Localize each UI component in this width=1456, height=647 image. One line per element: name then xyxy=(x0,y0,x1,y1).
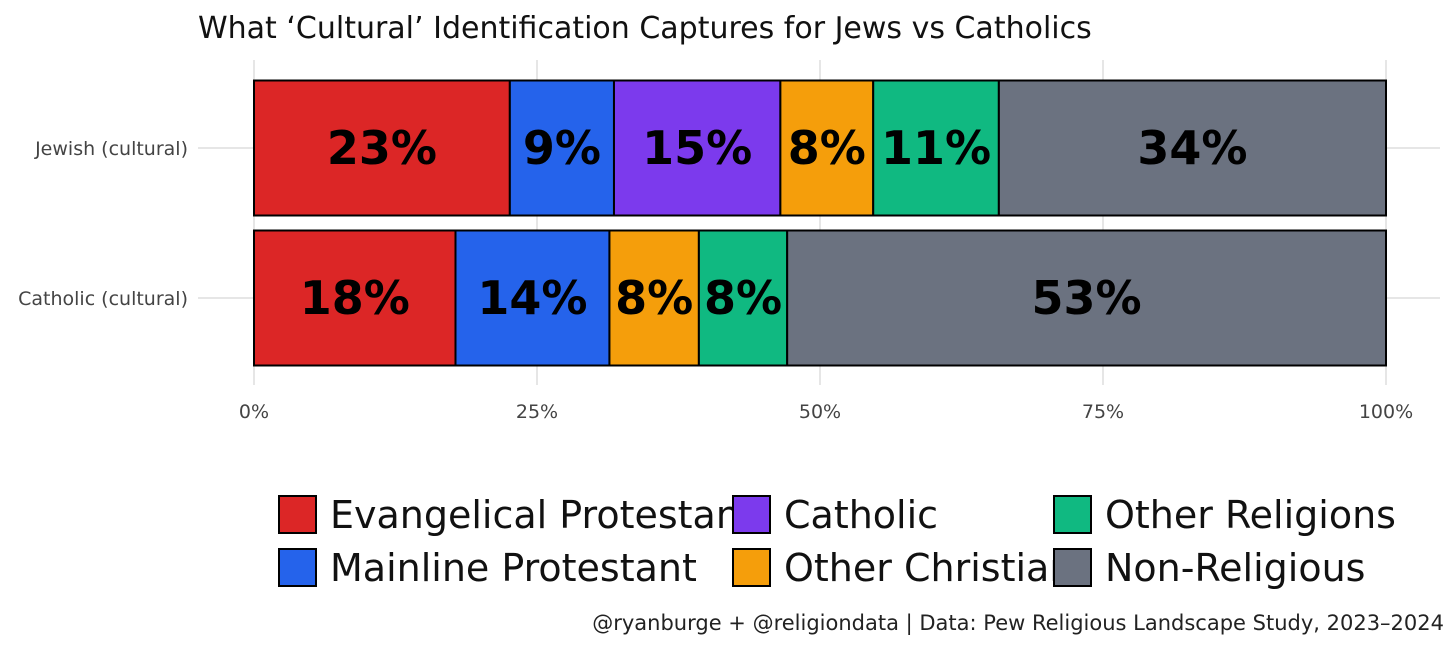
bar-segment xyxy=(786,229,1387,367)
data-label: 18% xyxy=(300,271,410,325)
y-axis: Jewish (cultural) Catholic (cultural) xyxy=(18,138,188,310)
bar-segment xyxy=(253,79,511,217)
data-labels-layer: 23% 9% 15% 8% 11% 34%18% 14% 8% 8% 53% xyxy=(300,121,1248,325)
legend-swatch xyxy=(278,548,317,587)
legend-swatch xyxy=(1053,548,1092,587)
data-label: 14% xyxy=(477,271,587,325)
y-tick-label: Catholic (cultural) xyxy=(18,288,188,310)
legend-swatch xyxy=(1053,495,1092,534)
data-label: 15% xyxy=(642,121,752,175)
legend-swatch xyxy=(732,495,771,534)
data-label: 34% xyxy=(1137,121,1247,175)
bar-segment xyxy=(997,79,1388,217)
x-tick-label: 25% xyxy=(516,401,558,423)
bar-segment xyxy=(608,229,700,367)
data-label: 11% xyxy=(881,121,991,175)
legend-label: Catholic xyxy=(784,493,938,537)
x-tick-label: 100% xyxy=(1359,401,1413,423)
bar-segment xyxy=(779,79,875,217)
legend-label: Non-Religious xyxy=(1105,546,1365,590)
legend: Evangelical Protestant Mainline Protestan… xyxy=(278,493,1396,590)
bars-layer xyxy=(253,79,1388,367)
legend-label: Evangelical Protestant xyxy=(330,493,755,537)
data-label: 8% xyxy=(615,271,693,325)
bar-segment xyxy=(612,79,782,217)
legend-swatch xyxy=(732,548,771,587)
x-tick-label: 75% xyxy=(1082,401,1124,423)
data-label: 8% xyxy=(704,271,782,325)
legend-label: Other Christian xyxy=(784,546,1073,590)
bar-segment xyxy=(508,79,615,217)
bar-segment xyxy=(872,79,1000,217)
data-label: 53% xyxy=(1032,271,1142,325)
x-tick-label: 50% xyxy=(799,401,841,423)
legend-swatch xyxy=(278,495,317,534)
x-tick-label: 0% xyxy=(239,401,269,423)
legend-label: Other Religions xyxy=(1105,493,1396,537)
chart-title: What ‘Cultural’ Identification Captures … xyxy=(198,11,1092,46)
data-label: 8% xyxy=(788,121,866,175)
data-label: 9% xyxy=(523,121,601,175)
y-tick-label: Jewish (cultural) xyxy=(34,138,188,160)
data-label: 23% xyxy=(327,121,437,175)
chart-caption: @ryanburge + @religiondata | Data: Pew R… xyxy=(592,611,1444,636)
x-axis: 0% 25% 50% 75% 100% xyxy=(239,401,1413,423)
legend-label: Mainline Protestant xyxy=(330,546,697,590)
